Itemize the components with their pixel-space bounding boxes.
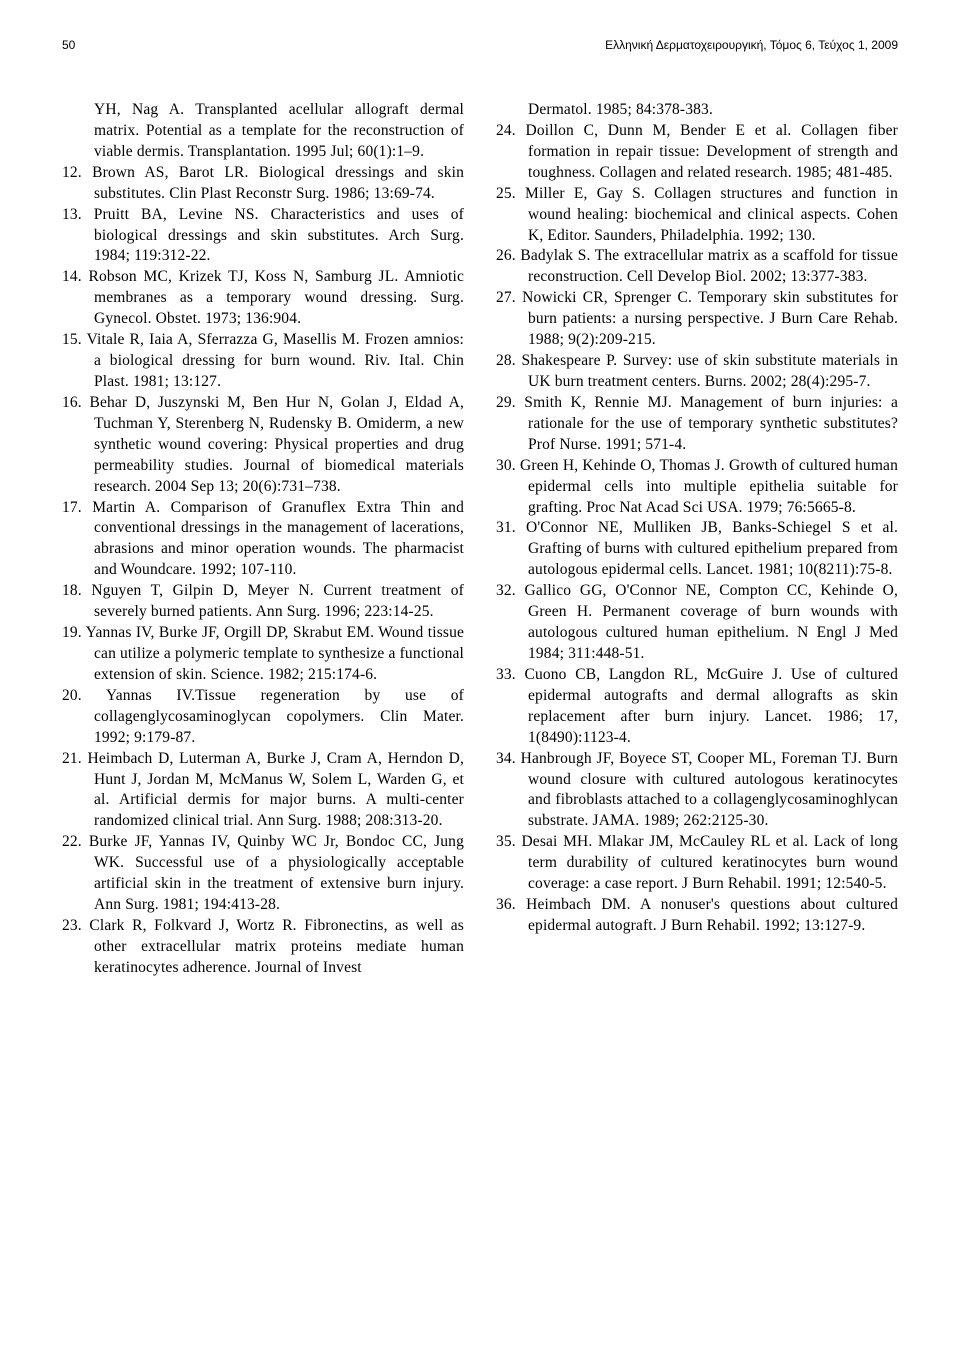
reference-number: 21. (62, 750, 88, 767)
reference-item: 19. Yannas IV, Burke JF, Orgill DP, Skra… (62, 623, 464, 686)
reference-number: 28. (496, 352, 521, 369)
reference-number: 26. (496, 247, 520, 264)
page-number: 50 (62, 38, 75, 52)
reference-text: Miller E, Gay S. Collagen structures and… (525, 185, 898, 244)
reference-text: Behar D, Juszynski M, Ben Hur N, Golan J… (89, 394, 464, 495)
reference-number: 36. (496, 896, 526, 913)
reference-text: Burke JF, Yannas IV, Quinby WC Jr, Bondo… (89, 833, 464, 913)
reference-text: Gallico GG, O'Connor NE, Compton CC, Keh… (525, 582, 899, 662)
reference-text: Pruitt BA, Levine NS. Characteristics an… (94, 206, 464, 265)
reference-number: 29. (496, 394, 524, 411)
reference-number: 17. (62, 499, 92, 516)
reference-number: 23. (62, 917, 89, 934)
reference-item: 15. Vitale R, Iaia A, Sferrazza G, Masel… (62, 330, 464, 393)
reference-number: 33. (496, 666, 524, 683)
reference-text: Green H, Kehinde O, Thomas J. Growth of … (520, 457, 898, 516)
reference-item: 34. Hanbrough JF, Boyece ST, Cooper ML, … (496, 749, 898, 833)
reference-item: 12. Brown AS, Barot LR. Biological dress… (62, 163, 464, 205)
reference-item: 24. Doillon C, Dunn M, Bender E et al. C… (496, 121, 898, 184)
reference-text: O'Connor NE, Mulliken JB, Banks-Schiegel… (526, 519, 898, 578)
page-header: 50 Ελληνική Δερματοχειρουργική, Τόμος 6,… (62, 38, 898, 52)
right-column: Dermatol. 1985; 84:378-383.24. Doillon C… (496, 100, 898, 979)
reference-item: 22. Burke JF, Yannas IV, Quinby WC Jr, B… (62, 832, 464, 916)
reference-number: 12. (62, 164, 92, 181)
reference-item: 32. Gallico GG, O'Connor NE, Compton CC,… (496, 581, 898, 665)
reference-item: 14. Robson MC, Krizek TJ, Koss N, Sambur… (62, 267, 464, 330)
reference-number: 22. (62, 833, 89, 850)
reference-text: Desai MH. Mlakar JM, McCauley RL et al. … (521, 833, 898, 892)
reference-continuation: Dermatol. 1985; 84:378-383. (496, 100, 898, 121)
reference-number: 34. (496, 750, 521, 767)
reference-text: Hanbrough JF, Boyece ST, Cooper ML, Fore… (521, 750, 898, 830)
reference-text: Cuono CB, Langdon RL, McGuire J. Use of … (524, 666, 898, 746)
reference-number: 27. (496, 289, 522, 306)
reference-text: Yannas IV, Burke JF, Orgill DP, Skrabut … (86, 624, 464, 683)
reference-number: 14. (62, 268, 89, 285)
reference-text: Nguyen T, Gilpin D, Meyer N. Current tre… (91, 582, 464, 620)
reference-number: 16. (62, 394, 89, 411)
reference-item: 20. Yannas IV.Tissue regeneration by use… (62, 686, 464, 749)
reference-item: 29. Smith K, Rennie MJ. Management of bu… (496, 393, 898, 456)
reference-number: 19. (62, 624, 86, 641)
reference-text: Badylak S. The extracellular matrix as a… (520, 247, 898, 285)
reference-item: 23. Clark R, Folkvard J, Wortz R. Fibron… (62, 916, 464, 979)
reference-text: Heimbach DM. A nonuser's questions about… (526, 896, 898, 934)
reference-text: Robson MC, Krizek TJ, Koss N, Samburg JL… (89, 268, 464, 327)
reference-item: 17. Martin A. Comparison of Granuflex Ex… (62, 498, 464, 582)
reference-text: Heimbach D, Luterman A, Burke J, Cram A,… (88, 750, 465, 830)
reference-item: 26. Badylak S. The extracellular matrix … (496, 246, 898, 288)
reference-text: Doillon C, Dunn M, Bender E et al. Colla… (526, 122, 899, 181)
reference-number: 35. (496, 833, 521, 850)
reference-item: 28. Shakespeare P. Survey: use of skin s… (496, 351, 898, 393)
journal-title: Ελληνική Δερματοχειρουργική, Τόμος 6, Τε… (605, 38, 898, 52)
reference-item: 30. Green H, Kehinde O, Thomas J. Growth… (496, 456, 898, 519)
reference-number: 15. (62, 331, 87, 348)
reference-number: 25. (496, 185, 525, 202)
reference-number: 18. (62, 582, 91, 599)
reference-text: Clark R, Folkvard J, Wortz R. Fibronecti… (89, 917, 464, 976)
reference-number: 31. (496, 519, 526, 536)
reference-item: 25. Miller E, Gay S. Collagen structures… (496, 184, 898, 247)
reference-text: Shakespeare P. Survey: use of skin subst… (521, 352, 898, 390)
reference-item: 36. Heimbach DM. A nonuser's questions a… (496, 895, 898, 937)
reference-text: Nowicki CR, Sprenger C. Temporary skin s… (522, 289, 898, 348)
reference-number: 13. (62, 206, 94, 223)
reference-text: Yannas IV.Tissue regeneration by use of … (94, 687, 464, 746)
reference-number: 32. (496, 582, 525, 599)
reference-number: 20. (62, 687, 106, 704)
reference-item: 31. O'Connor NE, Mulliken JB, Banks-Schi… (496, 518, 898, 581)
reference-text: Vitale R, Iaia A, Sferrazza G, Masellis … (87, 331, 464, 390)
reference-continuation: YH, Nag A. Transplanted acellular allogr… (62, 100, 464, 163)
reference-item: 35. Desai MH. Mlakar JM, McCauley RL et … (496, 832, 898, 895)
reference-number: 24. (496, 122, 526, 139)
reference-item: 33. Cuono CB, Langdon RL, McGuire J. Use… (496, 665, 898, 749)
reference-columns: YH, Nag A. Transplanted acellular allogr… (62, 100, 898, 979)
reference-item: 18. Nguyen T, Gilpin D, Meyer N. Current… (62, 581, 464, 623)
reference-item: 13. Pruitt BA, Levine NS. Characteristic… (62, 205, 464, 268)
reference-text: Smith K, Rennie MJ. Management of burn i… (524, 394, 898, 453)
reference-item: 27. Nowicki CR, Sprenger C. Temporary sk… (496, 288, 898, 351)
left-column: YH, Nag A. Transplanted acellular allogr… (62, 100, 464, 979)
reference-text: Martin A. Comparison of Granuflex Extra … (92, 499, 464, 579)
reference-number: 30. (496, 457, 520, 474)
reference-text: Brown AS, Barot LR. Biological dressings… (92, 164, 464, 202)
reference-item: 16. Behar D, Juszynski M, Ben Hur N, Gol… (62, 393, 464, 498)
reference-item: 21. Heimbach D, Luterman A, Burke J, Cra… (62, 749, 464, 833)
